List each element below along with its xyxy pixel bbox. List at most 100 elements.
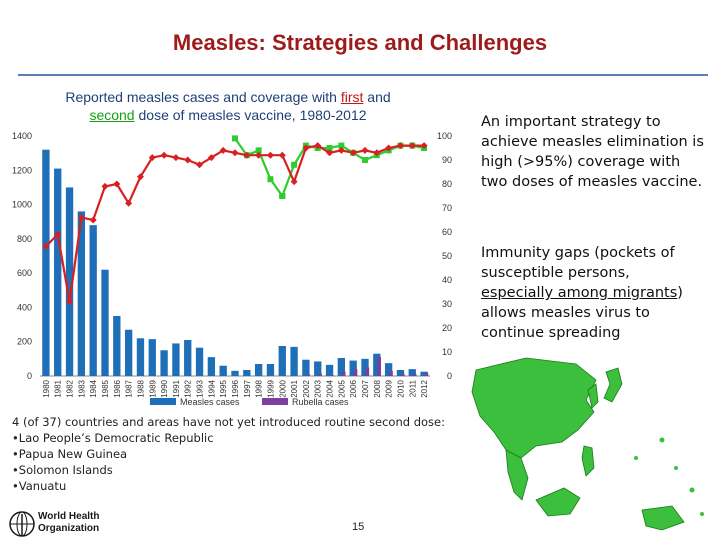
- note-item: •Vanuatu: [12, 478, 445, 494]
- measles-cases-bar: [125, 330, 132, 376]
- measles-cases-bar: [54, 169, 61, 376]
- x-tick-label: 2003: [314, 379, 323, 397]
- measles-cases-bar: [220, 366, 227, 376]
- left-tick-label: 1200: [12, 165, 32, 175]
- left-tick-label: 1000: [12, 200, 32, 210]
- mcv2-coverage-later-point: [291, 162, 297, 168]
- x-tick-label: 1991: [172, 379, 181, 397]
- left-tick-label: 400: [17, 302, 32, 312]
- x-tick-label: 1992: [184, 379, 193, 397]
- mcv1-coverage-point: [362, 147, 369, 154]
- measles-cases-bar: [184, 340, 191, 376]
- measles-cases-bar: [137, 338, 144, 376]
- right-tick-label: 30: [442, 299, 452, 309]
- mcv2-coverage-line: [235, 138, 282, 196]
- x-tick-label: 1989: [148, 379, 157, 397]
- x-tick-label: 2010: [396, 379, 405, 397]
- measles-cases-bar: [149, 339, 156, 376]
- x-tick-label: 1993: [196, 379, 205, 397]
- chart-title-first: first: [341, 89, 364, 105]
- x-tick-label: 1980: [42, 379, 51, 397]
- x-tick-label: 1985: [101, 379, 110, 397]
- note-heading: 4 (of 37) countries and areas have not y…: [12, 414, 445, 430]
- legend-swatch-measles: [150, 398, 176, 405]
- x-tick-label: 2012: [420, 379, 429, 397]
- rubella-cases-bar: [354, 369, 358, 376]
- measles-cases-bar: [90, 225, 97, 376]
- note-item: •Solomon Islands: [12, 462, 445, 478]
- rubella-cases-bar: [330, 375, 334, 376]
- x-tick-label: 1988: [136, 379, 145, 397]
- right-tick-label: 40: [442, 275, 452, 285]
- x-tick-label: 2001: [290, 379, 299, 397]
- left-tick-label: 800: [17, 234, 32, 244]
- mcv2-coverage-point: [232, 135, 238, 141]
- measles-cases-bar: [196, 348, 203, 376]
- who-line1: World Health: [38, 511, 99, 523]
- mcv2-coverage-later-point: [362, 157, 368, 163]
- x-tick-label: 2000: [278, 379, 287, 397]
- x-tick-label: 2009: [385, 379, 394, 397]
- immunity-gaps-text: Immunity gaps (pockets of susceptible pe…: [481, 243, 706, 343]
- x-tick-label: 2011: [408, 379, 417, 397]
- left-tick-label: 600: [17, 268, 32, 278]
- x-tick-label: 1984: [89, 379, 98, 397]
- x-tick-label: 1996: [231, 379, 240, 397]
- mcv1-coverage-point: [172, 154, 179, 161]
- western-pacific-map: [466, 350, 714, 538]
- rubella-cases-bar: [366, 367, 370, 376]
- right-tick-label: 20: [442, 323, 452, 333]
- immunity-text-before: Immunity gaps (pockets of susceptible pe…: [481, 245, 675, 281]
- chart-title-part2: and: [363, 89, 390, 105]
- slide-title: Measles: Strategies and Challenges: [0, 30, 720, 56]
- title-divider: [18, 74, 708, 76]
- right-tick-label: 0: [447, 371, 452, 381]
- measles-cases-bar: [208, 357, 215, 376]
- mcv1-coverage-point: [184, 157, 191, 164]
- mcv1-coverage-point: [232, 149, 239, 156]
- legend-swatch-rubella: [262, 398, 288, 405]
- right-tick-label: 70: [442, 203, 452, 213]
- left-tick-label: 200: [17, 337, 32, 347]
- chart-title-second: second: [89, 107, 134, 123]
- x-tick-label: 2004: [326, 379, 335, 397]
- measles-cases-bar: [267, 364, 274, 376]
- right-tick-label: 60: [442, 227, 452, 237]
- rubella-cases-bar: [425, 373, 429, 376]
- chart-title-part3: dose of measles vaccine, 1980-2012: [135, 107, 367, 123]
- chart-title-part1: Reported measles cases and coverage with: [65, 89, 340, 105]
- x-tick-label: 2006: [349, 379, 358, 397]
- measles-cases-bar: [172, 343, 179, 376]
- x-tick-label: 1999: [266, 379, 275, 397]
- x-tick-label: 2005: [337, 379, 346, 397]
- second-dose-note: 4 (of 37) countries and areas have not y…: [12, 414, 445, 494]
- note-item: •Lao People’s Democratic Republic: [12, 430, 445, 446]
- left-tick-label: 1400: [12, 131, 32, 141]
- measles-cases-bar: [243, 370, 250, 376]
- legend-label-measles: Measles cases: [180, 397, 240, 407]
- note-item: •Papua New Guinea: [12, 446, 445, 462]
- immunity-text-underlined: especially among migrants: [481, 285, 677, 301]
- rubella-cases-bar: [307, 374, 311, 376]
- mcv1-coverage-point: [90, 217, 97, 224]
- right-tick-label: 10: [442, 347, 452, 357]
- mcv1-coverage-point: [279, 152, 286, 159]
- measles-chart: 0 200 400 600 800 1000 1200 1400 0 10 20 30 40 50 60 70…: [0, 124, 470, 414]
- x-tick-label: 2008: [373, 379, 382, 397]
- x-tick-label: 1997: [243, 379, 252, 397]
- x-tick-label: 1994: [207, 379, 216, 397]
- left-tick-label: 0: [27, 371, 32, 381]
- measles-cases-bar: [255, 364, 262, 376]
- measles-cases-bar: [302, 360, 309, 376]
- x-tick-label: 1998: [255, 379, 264, 397]
- mcv1-coverage-point: [161, 152, 168, 159]
- x-tick-label: 1987: [125, 379, 134, 397]
- measles-cases-bar: [290, 347, 297, 376]
- x-tick-label: 1995: [219, 379, 228, 397]
- measles-cases-bar: [101, 270, 108, 376]
- legend-label-rubella: Rubella cases: [292, 397, 349, 407]
- rubella-cases-bar: [377, 357, 381, 376]
- mcv2-coverage-point: [267, 176, 273, 182]
- measles-cases-bar: [231, 371, 238, 376]
- rubella-cases-bar: [389, 371, 393, 376]
